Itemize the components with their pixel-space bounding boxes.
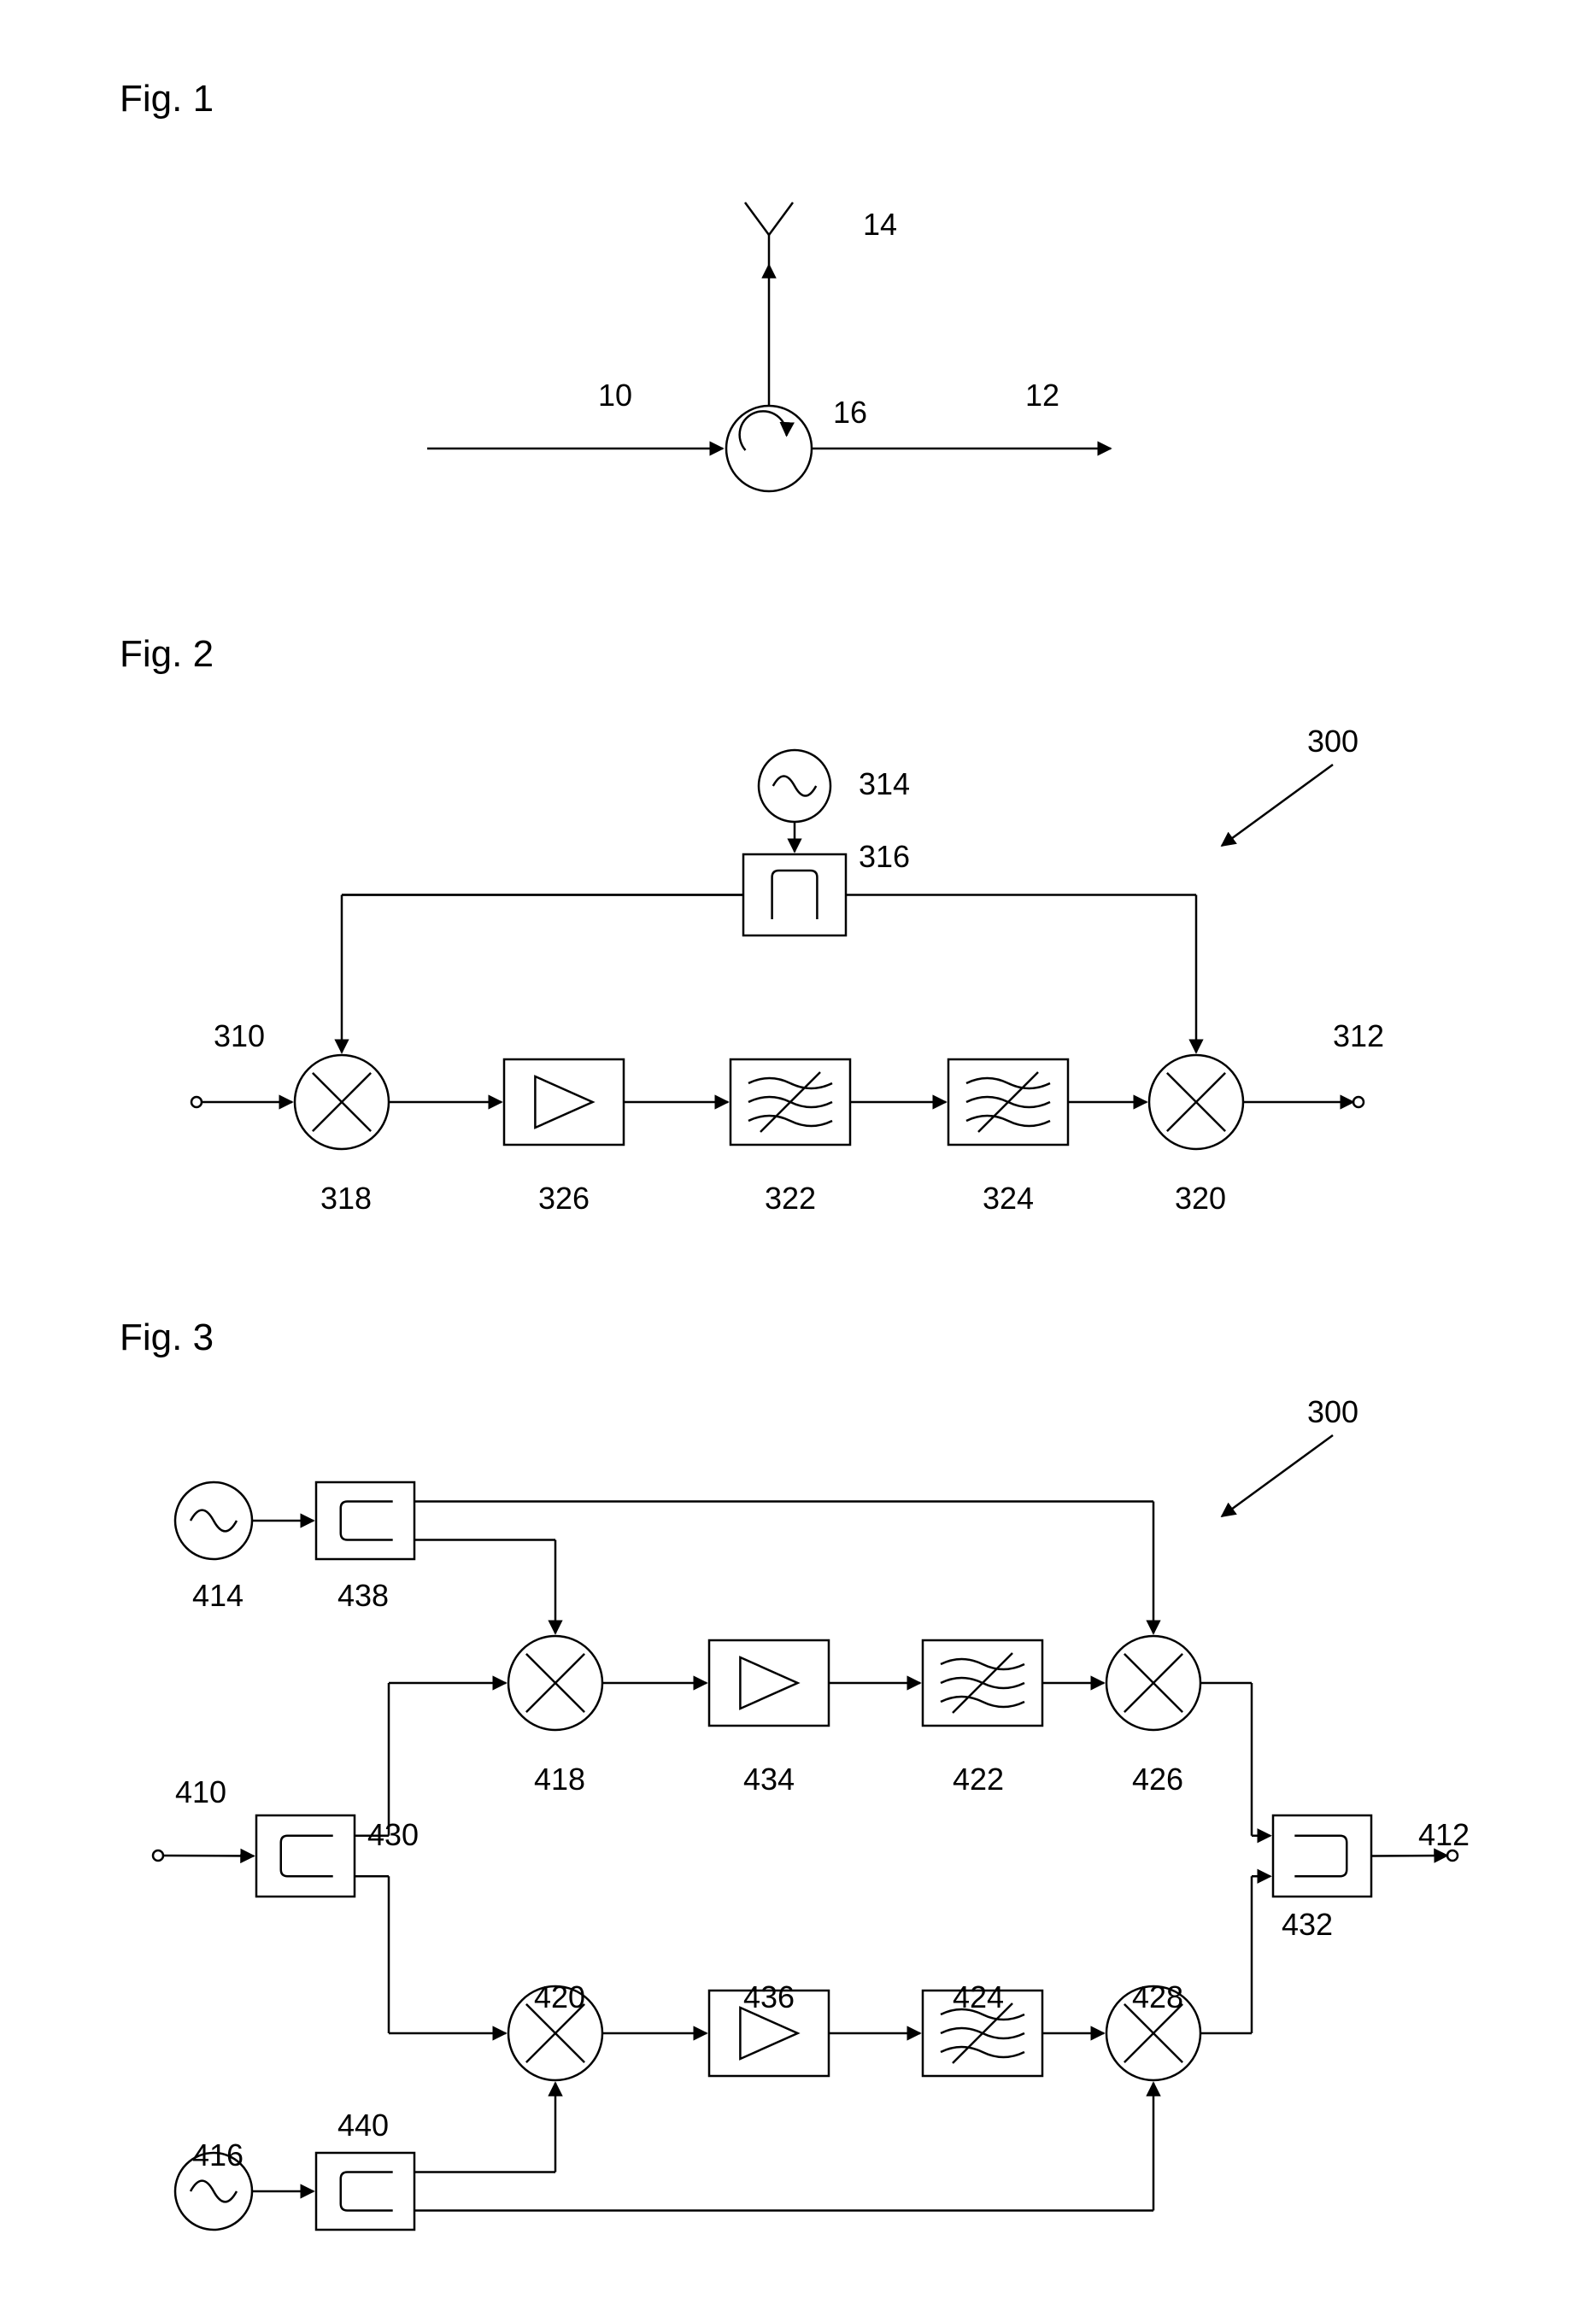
fig2-l326: 326: [538, 1181, 590, 1216]
fig3-l426: 426: [1132, 1762, 1183, 1797]
fig1-title: Fig. 1: [120, 78, 214, 120]
fig3-l412: 412: [1418, 1817, 1470, 1852]
fig3-l424: 424: [953, 1979, 1004, 2014]
fig1-l10: 10: [598, 378, 632, 413]
fig3-l430: 430: [367, 1817, 419, 1852]
fig2-l310: 310: [214, 1018, 265, 1053]
fig2-l320: 320: [1175, 1181, 1226, 1216]
fig3-l440: 440: [337, 2108, 389, 2143]
fig3-l418: 418: [534, 1762, 585, 1797]
fig2-l318: 318: [320, 1181, 372, 1216]
fig2-diagram: [191, 750, 1364, 1149]
fig1-circulator: [427, 202, 1111, 491]
fig2-l322: 322: [765, 1181, 816, 1216]
fig2-l312: 312: [1333, 1018, 1384, 1053]
fig1-l14: 14: [863, 207, 897, 242]
fig3-l422: 422: [953, 1762, 1004, 1797]
fig2-l324: 324: [983, 1181, 1034, 1216]
fig2-l314: 314: [859, 766, 910, 801]
fig3-l410: 410: [175, 1774, 226, 1809]
fig3-l436: 436: [743, 1979, 795, 2014]
fig1-l16: 16: [833, 395, 867, 430]
fig2-l300: 300: [1307, 724, 1358, 759]
fig3-l432: 432: [1282, 1907, 1333, 1942]
fig3-l428: 428: [1132, 1979, 1183, 2014]
fig3-title: Fig. 3: [120, 1316, 214, 1358]
fig2-l316: 316: [859, 839, 910, 874]
fig2-title: Fig. 2: [120, 633, 214, 675]
fig3-l420: 420: [534, 1979, 585, 2014]
fig3-l438: 438: [337, 1578, 389, 1613]
fig3-l416: 416: [192, 2137, 244, 2172]
fig3-l300: 300: [1307, 1394, 1358, 1429]
fig3-l434: 434: [743, 1762, 795, 1797]
fig3-l414: 414: [192, 1578, 244, 1613]
fig1-l12: 12: [1025, 378, 1059, 413]
